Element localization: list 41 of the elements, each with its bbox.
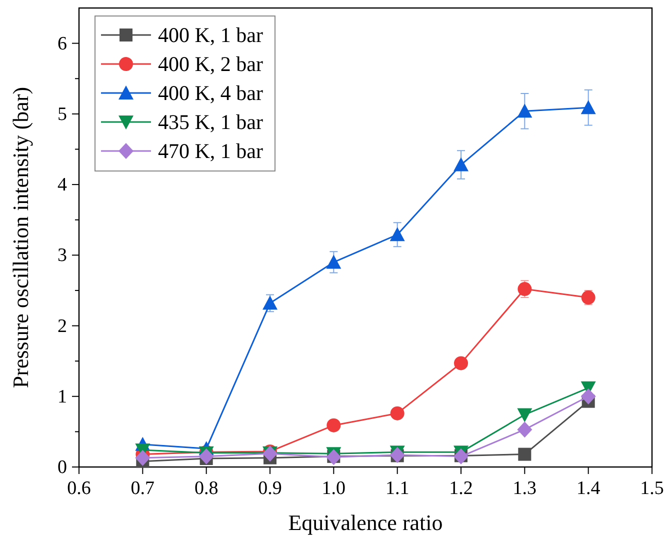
x-tick-label: 0.8 (194, 478, 218, 499)
x-tick-label: 1.4 (576, 478, 601, 499)
point (454, 157, 468, 172)
legend-label: 435 K, 1 bar (158, 110, 263, 134)
point (326, 254, 342, 269)
y-tick-label: 1 (58, 386, 67, 408)
point (198, 448, 214, 464)
y-axis-title: Pressure oscillation intensity (bar) (8, 86, 33, 388)
point (517, 422, 532, 438)
x-tick-label: 0.9 (258, 478, 282, 499)
legend-label: 400 K, 2 bar (158, 52, 263, 76)
legend-label: 400 K, 1 bar (158, 23, 263, 47)
x-tick-label: 1.2 (449, 478, 473, 499)
point (390, 227, 405, 242)
y-tick-label: 6 (58, 33, 67, 54)
x-tick-label: 1.3 (512, 478, 537, 499)
point (135, 450, 150, 466)
x-axis-title: Equivalence ratio (288, 510, 443, 535)
point (262, 296, 278, 310)
point (454, 356, 468, 370)
legend-label: 400 K, 4 bar (158, 81, 263, 105)
x-tick-label: 1.5 (640, 478, 664, 499)
x-tick-label: 0.7 (130, 478, 155, 499)
point (518, 448, 532, 461)
x-tick-label: 0.6 (67, 478, 91, 499)
legend-label: 470 K, 1 bar (158, 139, 263, 163)
point (581, 290, 596, 305)
point (580, 100, 596, 114)
y-tick-label: 3 (58, 245, 67, 266)
x-tick-label: 1.1 (385, 478, 410, 499)
point (580, 388, 596, 404)
y-tick-label: 4 (58, 174, 68, 196)
point (517, 408, 532, 422)
point (518, 282, 532, 296)
point (326, 418, 341, 432)
y-tick-label: 5 (58, 104, 67, 125)
point (517, 104, 532, 118)
x-tick-label: 1.0 (322, 478, 346, 499)
y-tick-label: 0 (58, 457, 67, 478)
point (390, 406, 404, 420)
y-tick-label: 2 (58, 316, 67, 337)
